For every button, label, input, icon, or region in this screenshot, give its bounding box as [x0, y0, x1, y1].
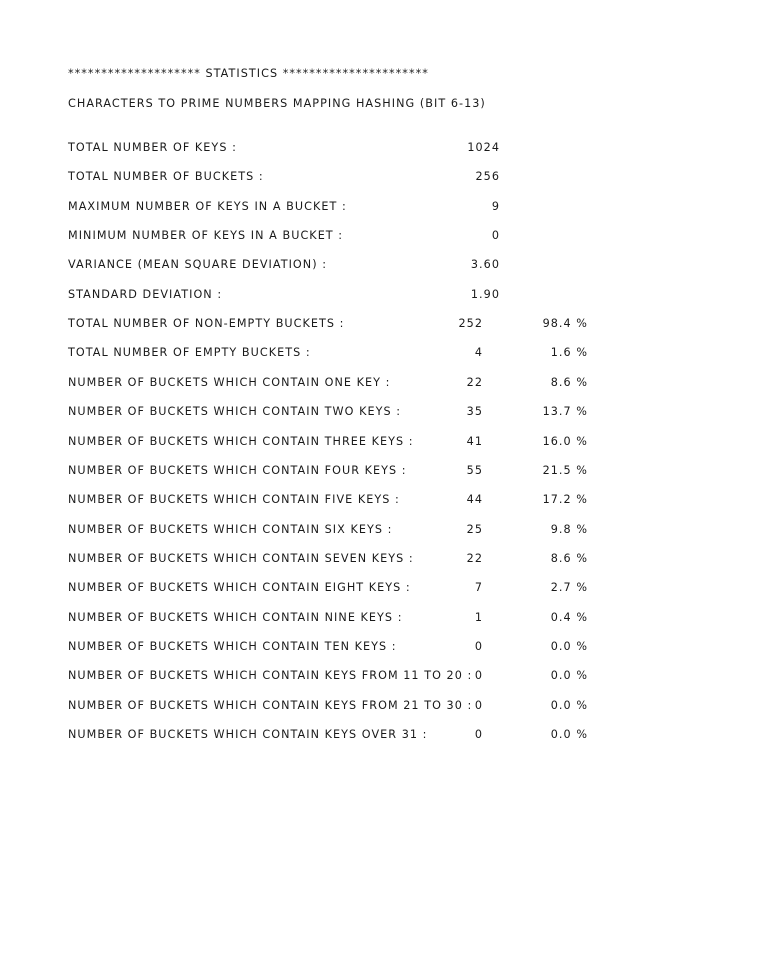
distribution-label: TOTAL NUMBER OF NON-EMPTY BUCKETS :	[68, 317, 345, 331]
summary-value: 256	[475, 170, 500, 184]
bucket-count: 7	[474, 581, 483, 595]
bucket-count: 0	[474, 669, 483, 683]
summary-label: VARIANCE (MEAN SQUARE DEVIATION) :	[68, 258, 328, 272]
summary-label: MINIMUM NUMBER OF KEYS IN A BUCKET :	[68, 229, 344, 243]
distribution-row: NUMBER OF BUCKETS WHICH CONTAIN TWO KEYS…	[68, 405, 588, 421]
distribution-label: NUMBER OF BUCKETS WHICH CONTAIN SIX KEYS…	[68, 522, 393, 536]
summary-value: 3.60	[470, 258, 500, 272]
bucket-count: 25	[466, 522, 483, 536]
distribution-row: TOTAL NUMBER OF EMPTY BUCKETS : 4 1.6 %	[68, 346, 588, 362]
bucket-percent: 8.6 %	[550, 551, 588, 565]
bucket-count: 252	[458, 317, 483, 331]
distribution-row: NUMBER OF BUCKETS WHICH CONTAIN EIGHT KE…	[68, 581, 588, 597]
bucket-count: 41	[466, 434, 483, 448]
bucket-count: 22	[466, 551, 483, 565]
bucket-count: 1	[474, 610, 483, 624]
summary-row: TOTAL NUMBER OF BUCKETS : 256	[68, 170, 588, 186]
distribution-row: TOTAL NUMBER OF NON-EMPTY BUCKETS : 252 …	[68, 317, 588, 333]
summary-label: STANDARD DEVIATION :	[68, 287, 223, 301]
bucket-percent: 0.0 %	[550, 728, 588, 741]
distribution-row: NUMBER OF BUCKETS WHICH CONTAIN THREE KE…	[68, 435, 588, 451]
summary-row: TOTAL NUMBER OF KEYS : 1024	[68, 141, 588, 157]
distribution-row: NUMBER OF BUCKETS WHICH CONTAIN FIVE KEY…	[68, 493, 588, 509]
bucket-percent: 0.4 %	[550, 610, 588, 624]
distribution-label: NUMBER OF BUCKETS WHICH CONTAIN SEVEN KE…	[68, 551, 414, 565]
summary-row: MAXIMUM NUMBER OF KEYS IN A BUCKET : 9	[68, 200, 588, 216]
bucket-percent: 17.2 %	[542, 493, 588, 507]
summary-label: TOTAL NUMBER OF BUCKETS :	[68, 170, 264, 184]
bucket-count: 0	[474, 728, 483, 741]
summary-row: MINIMUM NUMBER OF KEYS IN A BUCKET : 0	[68, 229, 588, 245]
summary-value: 0	[491, 229, 500, 243]
distribution-row: NUMBER OF BUCKETS WHICH CONTAIN SEVEN KE…	[68, 552, 588, 568]
summary-row: STANDARD DEVIATION : 1.90	[68, 288, 588, 304]
distribution-row: NUMBER OF BUCKETS WHICH CONTAIN NINE KEY…	[68, 611, 588, 627]
bucket-count: 35	[466, 405, 483, 419]
distribution-row: NUMBER OF BUCKETS WHICH CONTAIN KEYS OVE…	[68, 728, 588, 744]
bucket-percent: 8.6 %	[550, 375, 588, 389]
distribution-label: NUMBER OF BUCKETS WHICH CONTAIN KEYS FRO…	[68, 669, 473, 683]
distribution-row: NUMBER OF BUCKETS WHICH CONTAIN FOUR KEY…	[68, 464, 588, 480]
bucket-percent: 1.6 %	[550, 346, 588, 360]
distribution-label: NUMBER OF BUCKETS WHICH CONTAIN EIGHT KE…	[68, 581, 411, 595]
summary-value: 9	[491, 199, 500, 213]
distribution-row: NUMBER OF BUCKETS WHICH CONTAIN KEYS FRO…	[68, 699, 588, 715]
bucket-count: 4	[474, 346, 483, 360]
distribution-label: NUMBER OF BUCKETS WHICH CONTAIN KEYS FRO…	[68, 698, 473, 712]
bucket-percent: 0.0 %	[550, 639, 588, 653]
statistics-banner: ******************** STATISTICS ********…	[68, 67, 429, 80]
distribution-label: NUMBER OF BUCKETS WHICH CONTAIN TWO KEYS…	[68, 405, 402, 419]
distribution-label: NUMBER OF BUCKETS WHICH CONTAIN ONE KEY …	[68, 375, 391, 389]
bucket-count: 55	[466, 463, 483, 477]
distribution-row: NUMBER OF BUCKETS WHICH CONTAIN ONE KEY …	[68, 376, 588, 392]
bucket-percent: 9.8 %	[550, 522, 588, 536]
distribution-label: NUMBER OF BUCKETS WHICH CONTAIN NINE KEY…	[68, 610, 403, 624]
bucket-percent: 13.7 %	[542, 405, 588, 419]
summary-value: 1024	[467, 141, 500, 154]
bucket-percent: 0.0 %	[550, 669, 588, 683]
bucket-count: 0	[474, 639, 483, 653]
distribution-label: NUMBER OF BUCKETS WHICH CONTAIN FOUR KEY…	[68, 463, 407, 477]
summary-row: VARIANCE (MEAN SQUARE DEVIATION) : 3.60	[68, 258, 588, 274]
bucket-count: 22	[466, 375, 483, 389]
bucket-percent: 98.4 %	[542, 317, 588, 331]
distribution-label: TOTAL NUMBER OF EMPTY BUCKETS :	[68, 346, 311, 360]
distribution-row: NUMBER OF BUCKETS WHICH CONTAIN TEN KEYS…	[68, 640, 588, 656]
bucket-percent: 0.0 %	[550, 698, 588, 712]
summary-value: 1.90	[470, 287, 500, 301]
bucket-count: 0	[474, 698, 483, 712]
distribution-label: NUMBER OF BUCKETS WHICH CONTAIN FIVE KEY…	[68, 493, 400, 507]
bucket-count: 44	[466, 493, 483, 507]
summary-label: TOTAL NUMBER OF KEYS :	[68, 141, 237, 154]
distribution-label: NUMBER OF BUCKETS WHICH CONTAIN KEYS OVE…	[68, 728, 428, 741]
distribution-row: NUMBER OF BUCKETS WHICH CONTAIN KEYS FRO…	[68, 669, 588, 685]
distribution-row: NUMBER OF BUCKETS WHICH CONTAIN SIX KEYS…	[68, 523, 588, 539]
distribution-label: NUMBER OF BUCKETS WHICH CONTAIN THREE KE…	[68, 434, 414, 448]
report-subtitle: CHARACTERS TO PRIME NUMBERS MAPPING HASH…	[68, 97, 486, 110]
distribution-label: NUMBER OF BUCKETS WHICH CONTAIN TEN KEYS…	[68, 639, 397, 653]
bucket-percent: 21.5 %	[542, 463, 588, 477]
summary-label: MAXIMUM NUMBER OF KEYS IN A BUCKET :	[68, 199, 347, 213]
bucket-percent: 16.0 %	[542, 434, 588, 448]
bucket-percent: 2.7 %	[550, 581, 588, 595]
